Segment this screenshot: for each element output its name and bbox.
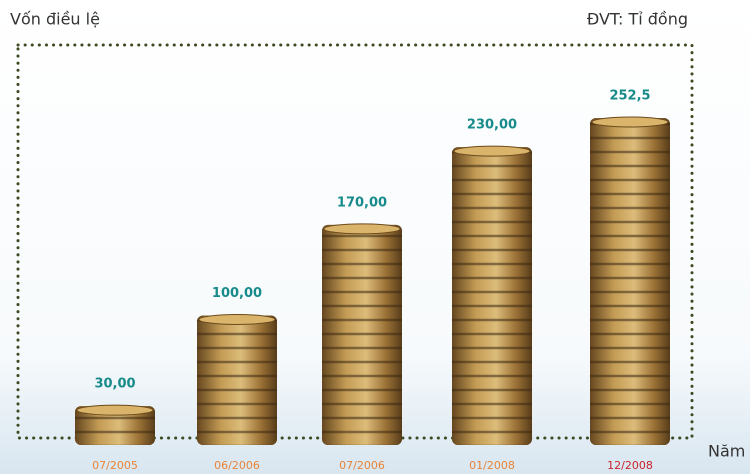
value-label: 252,5	[609, 89, 650, 104]
value-label: 30,00	[94, 377, 135, 392]
value-label: 230,00	[467, 118, 517, 133]
coin-top	[77, 405, 153, 415]
coin-top	[199, 314, 275, 324]
x-tick-label: 12/2008	[607, 459, 653, 472]
x-tick-label: 06/2006	[214, 459, 260, 472]
chart-title: Vốn điều lệ	[10, 10, 100, 29]
value-label: 170,00	[337, 195, 387, 210]
coin-ridges	[322, 225, 402, 445]
x-axis-label: Năm	[708, 442, 745, 461]
coin-ridges	[197, 315, 277, 445]
value-label: 100,00	[212, 286, 262, 301]
x-tick-label: 07/2005	[92, 459, 138, 472]
coin-top	[324, 224, 400, 234]
coin-ridges	[590, 118, 670, 445]
chart: Vốn điều lệ ĐVT: Tỉ đồng Năm 30,00 07/200…	[0, 0, 750, 474]
coin-top	[454, 146, 530, 156]
x-tick-label: 07/2006	[339, 459, 385, 472]
coin-top	[592, 117, 668, 127]
coin-ridges	[452, 147, 532, 445]
unit-label: ĐVT: Tỉ đồng	[587, 10, 688, 29]
x-tick-label: 01/2008	[469, 459, 515, 472]
